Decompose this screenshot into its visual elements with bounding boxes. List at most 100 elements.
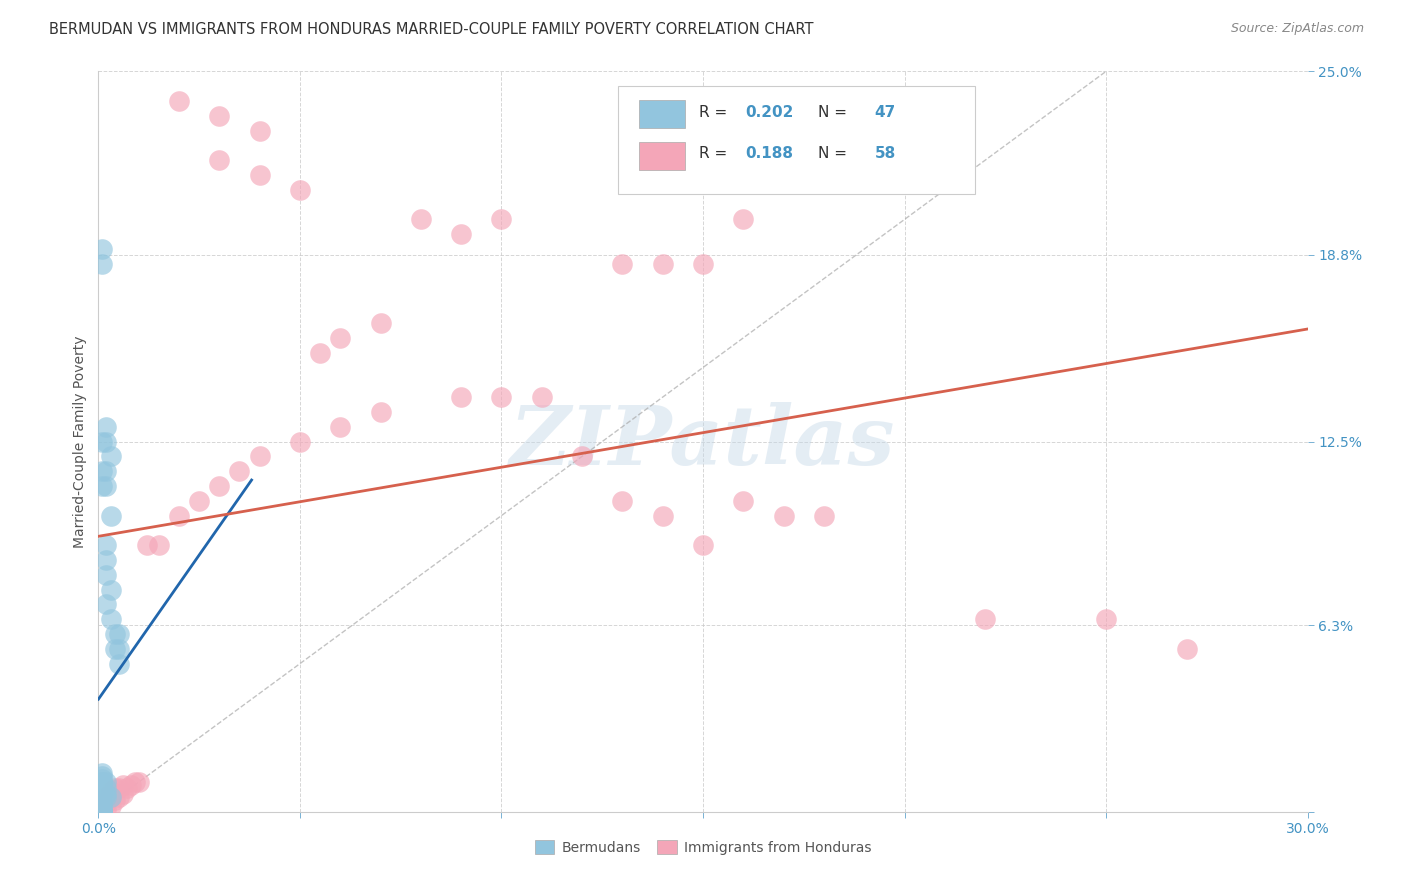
Point [111, 787, 134, 801]
Point [733, 493, 755, 508]
Point [96, 479, 118, 493]
Point [249, 123, 271, 137]
Point [409, 212, 432, 227]
Point [329, 331, 352, 345]
FancyBboxPatch shape [619, 87, 976, 194]
Point [309, 345, 332, 359]
Point [100, 798, 122, 813]
Point [103, 641, 125, 656]
Point [115, 780, 138, 795]
Text: N =: N = [818, 104, 852, 120]
Point [91, 257, 114, 271]
Point [128, 775, 150, 789]
Point [91, 769, 114, 783]
Point [91, 796, 114, 810]
Point [91, 805, 114, 819]
Point [103, 627, 125, 641]
Text: BERMUDAN VS IMMIGRANTS FROM HONDURAS MARRIED-COUPLE FAMILY POVERTY CORRELATION C: BERMUDAN VS IMMIGRANTS FROM HONDURAS MAR… [49, 22, 814, 37]
Point [612, 257, 634, 271]
Point [188, 493, 211, 508]
Point [733, 212, 755, 227]
Point [107, 780, 129, 795]
Text: 58: 58 [875, 146, 896, 161]
Point [651, 257, 673, 271]
Point [96, 598, 118, 612]
Point [91, 242, 114, 256]
Point [91, 805, 114, 819]
Point [91, 479, 114, 493]
Point [91, 802, 114, 816]
Point [612, 493, 634, 508]
Point [249, 450, 271, 464]
Point [692, 257, 714, 271]
Point [288, 183, 311, 197]
Point [91, 772, 114, 786]
Legend: Bermudans, Immigrants from Honduras: Bermudans, Immigrants from Honduras [529, 834, 877, 860]
Text: 47: 47 [875, 104, 896, 120]
Point [167, 508, 190, 523]
Point [100, 789, 122, 804]
Point [91, 787, 114, 801]
Point [135, 538, 157, 552]
Text: R =: R = [699, 146, 733, 161]
Point [107, 789, 129, 804]
Point [96, 567, 118, 582]
Point [370, 405, 392, 419]
Point [651, 508, 673, 523]
Point [91, 798, 114, 813]
Text: R =: R = [699, 104, 733, 120]
Point [813, 508, 835, 523]
Point [96, 464, 118, 478]
Point [91, 802, 114, 816]
Point [772, 508, 794, 523]
Point [91, 775, 114, 789]
Point [111, 778, 134, 792]
Point [91, 778, 114, 792]
Point [91, 805, 114, 819]
Y-axis label: Married-Couple Family Poverty: Married-Couple Family Poverty [73, 335, 87, 548]
Text: N =: N = [818, 146, 852, 161]
Text: Source: ZipAtlas.com: Source: ZipAtlas.com [1230, 22, 1364, 36]
Point [208, 109, 231, 123]
Point [91, 802, 114, 816]
Point [974, 612, 997, 626]
Point [148, 538, 170, 552]
Point [91, 434, 114, 449]
FancyBboxPatch shape [638, 142, 685, 169]
Point [288, 434, 311, 449]
Point [107, 627, 129, 641]
Point [103, 780, 125, 795]
Point [96, 780, 118, 795]
Point [692, 538, 714, 552]
Point [450, 227, 472, 242]
Point [96, 434, 118, 449]
Point [450, 390, 472, 404]
Point [91, 798, 114, 813]
Point [91, 766, 114, 780]
Point [91, 789, 114, 804]
Point [96, 538, 118, 552]
Point [491, 212, 513, 227]
Point [91, 780, 114, 795]
Point [96, 789, 118, 804]
Point [96, 796, 118, 810]
Point [91, 805, 114, 819]
Point [228, 464, 250, 478]
Point [107, 641, 129, 656]
Point [91, 793, 114, 807]
Point [249, 168, 271, 182]
Point [208, 479, 231, 493]
Point [167, 94, 190, 108]
Point [91, 775, 114, 789]
Point [100, 508, 122, 523]
Point [91, 784, 114, 798]
Point [370, 316, 392, 330]
Point [96, 787, 118, 801]
Point [107, 657, 129, 671]
Point [329, 419, 352, 434]
Point [120, 778, 142, 792]
Point [100, 450, 122, 464]
Point [571, 450, 593, 464]
Point [530, 390, 553, 404]
Text: 0.188: 0.188 [745, 146, 793, 161]
